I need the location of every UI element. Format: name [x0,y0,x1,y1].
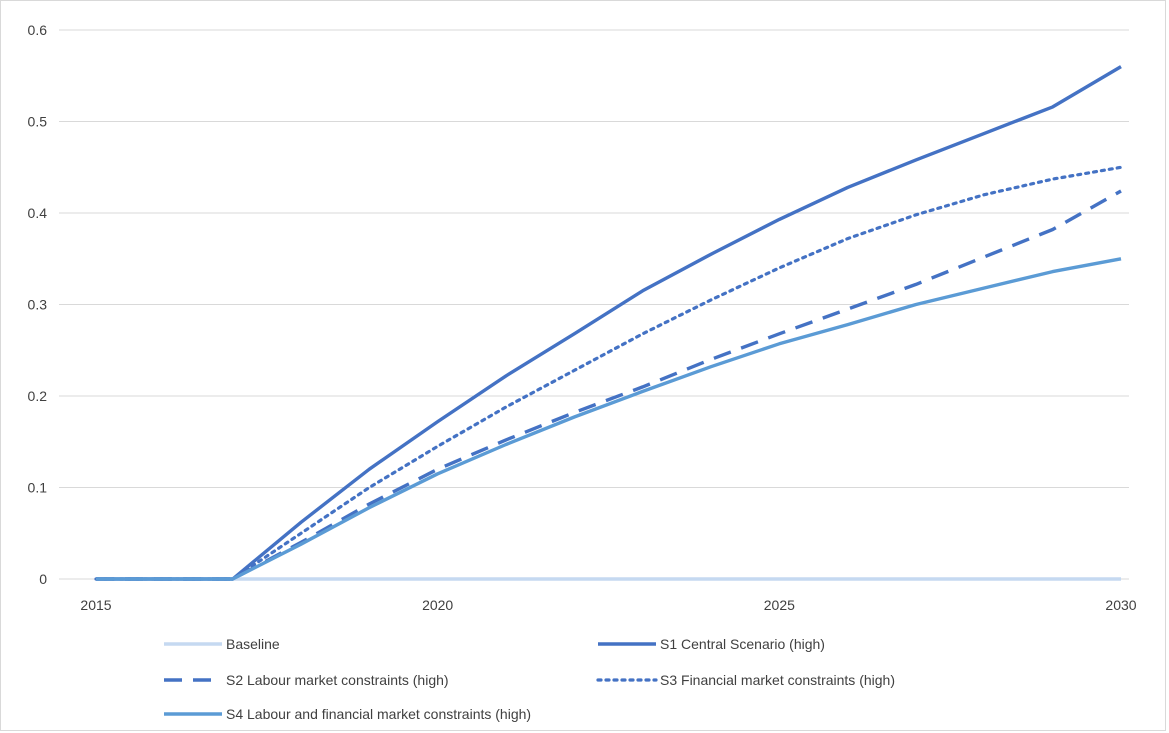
y-tick-label: 0.2 [28,388,48,404]
x-tick-label: 2015 [80,597,111,613]
y-axis-tick-labels: 0 0.1 0.2 0.3 0.4 0.5 0.6 [28,22,48,587]
y-tick-label: 0 [39,571,47,587]
series-line-s1 [96,65,1122,581]
y-tick-label: 0.4 [28,205,48,221]
legend-label-s1: S1 Central Scenario (high) [660,636,825,652]
y-tick-label: 0.5 [28,114,48,130]
y-tick-label: 0.1 [28,480,48,496]
x-tick-label: 2020 [422,597,453,613]
y-tick-label: 0.6 [28,22,48,38]
y-tick-label: 0.3 [28,297,48,313]
x-tick-label: 2025 [764,597,795,613]
series-line-s2 [96,189,1122,581]
legend-label-s0: Baseline [226,636,280,652]
series-lines [94,65,1123,581]
legend-label-s4: S4 Labour and financial market constrain… [226,706,531,722]
series-line-s4 [96,257,1122,581]
gridlines [59,29,1129,580]
legend-label-s3: S3 Financial market constraints (high) [660,672,895,688]
legend: Baseline S1 Central Scenario (high) S2 Lab… [164,636,895,722]
x-axis-tick-labels: 2015 2020 2025 2030 [80,597,1136,613]
legend-label-s2: S2 Labour market constraints (high) [226,672,449,688]
series-line-s3 [94,165,1123,581]
x-tick-label: 2030 [1105,597,1136,613]
